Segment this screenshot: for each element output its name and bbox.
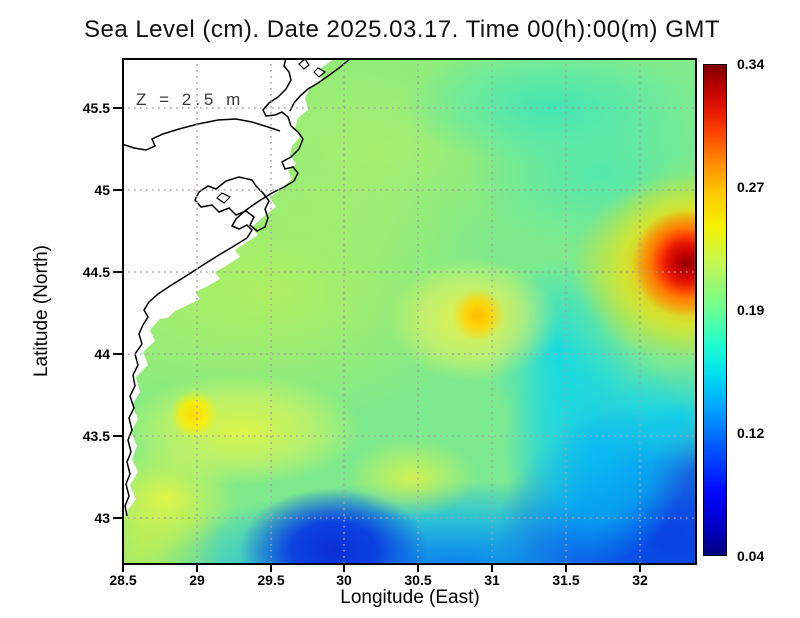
y-tick-label: 43.5 (82, 428, 110, 444)
colorbar (703, 64, 727, 556)
y-tick (113, 107, 122, 109)
colorbar-tick-label: 0.34 (737, 56, 765, 72)
lagoon-inner-island (216, 192, 232, 204)
x-tick (565, 565, 567, 572)
figure-title: Sea Level (cm). Date 2025.03.17. Time 00… (83, 16, 721, 43)
y-tick (113, 271, 122, 273)
y-tick-label: 44.5 (82, 264, 110, 280)
map-plot: Z = 2.5 m (122, 58, 697, 565)
coastline-inland (124, 118, 281, 151)
y-tick-label: 45 (94, 182, 110, 198)
y-tick (113, 353, 122, 355)
colorbar-tick-label: 0.19 (737, 302, 765, 318)
y-tick-label: 43 (94, 510, 110, 526)
colorbar-tick-label: 0.27 (737, 179, 765, 195)
x-tick-label: 29 (189, 572, 205, 588)
coastline-bay (289, 60, 350, 112)
x-tick (270, 565, 272, 572)
land-mask (124, 60, 333, 516)
coastline-main (124, 60, 304, 517)
x-tick (639, 565, 641, 572)
x-axis-label: Longitude (East) (340, 587, 480, 608)
x-tick-label: 29.5 (257, 572, 285, 588)
y-tick-label: 44 (94, 346, 110, 362)
depth-annotation: Z = 2.5 m (136, 90, 245, 109)
y-tick-label: 45.5 (82, 100, 110, 116)
colorbar-tick-label: 0.12 (737, 425, 765, 441)
colorbar-tick-label: 0.04 (737, 548, 765, 564)
x-tick-label: 30 (336, 572, 352, 588)
y-tick (113, 435, 122, 437)
x-tick (122, 565, 124, 572)
grid-overlay (124, 60, 695, 563)
x-tick-label: 28.5 (109, 572, 137, 588)
x-tick (343, 565, 345, 572)
x-tick-label: 32 (632, 572, 648, 588)
x-tick (491, 565, 493, 572)
x-tick (417, 565, 419, 572)
x-tick-label: 30.5 (404, 572, 432, 588)
lagoon-contour (194, 176, 270, 232)
y-axis-label: Latitude (North) (31, 244, 52, 378)
x-tick (196, 565, 198, 572)
y-tick (113, 189, 122, 191)
x-tick-label: 31 (484, 572, 500, 588)
coastline-land-overlay (124, 60, 695, 563)
y-tick (113, 517, 122, 519)
delta-island-icon (298, 60, 327, 78)
x-tick-label: 31.5 (552, 572, 580, 588)
